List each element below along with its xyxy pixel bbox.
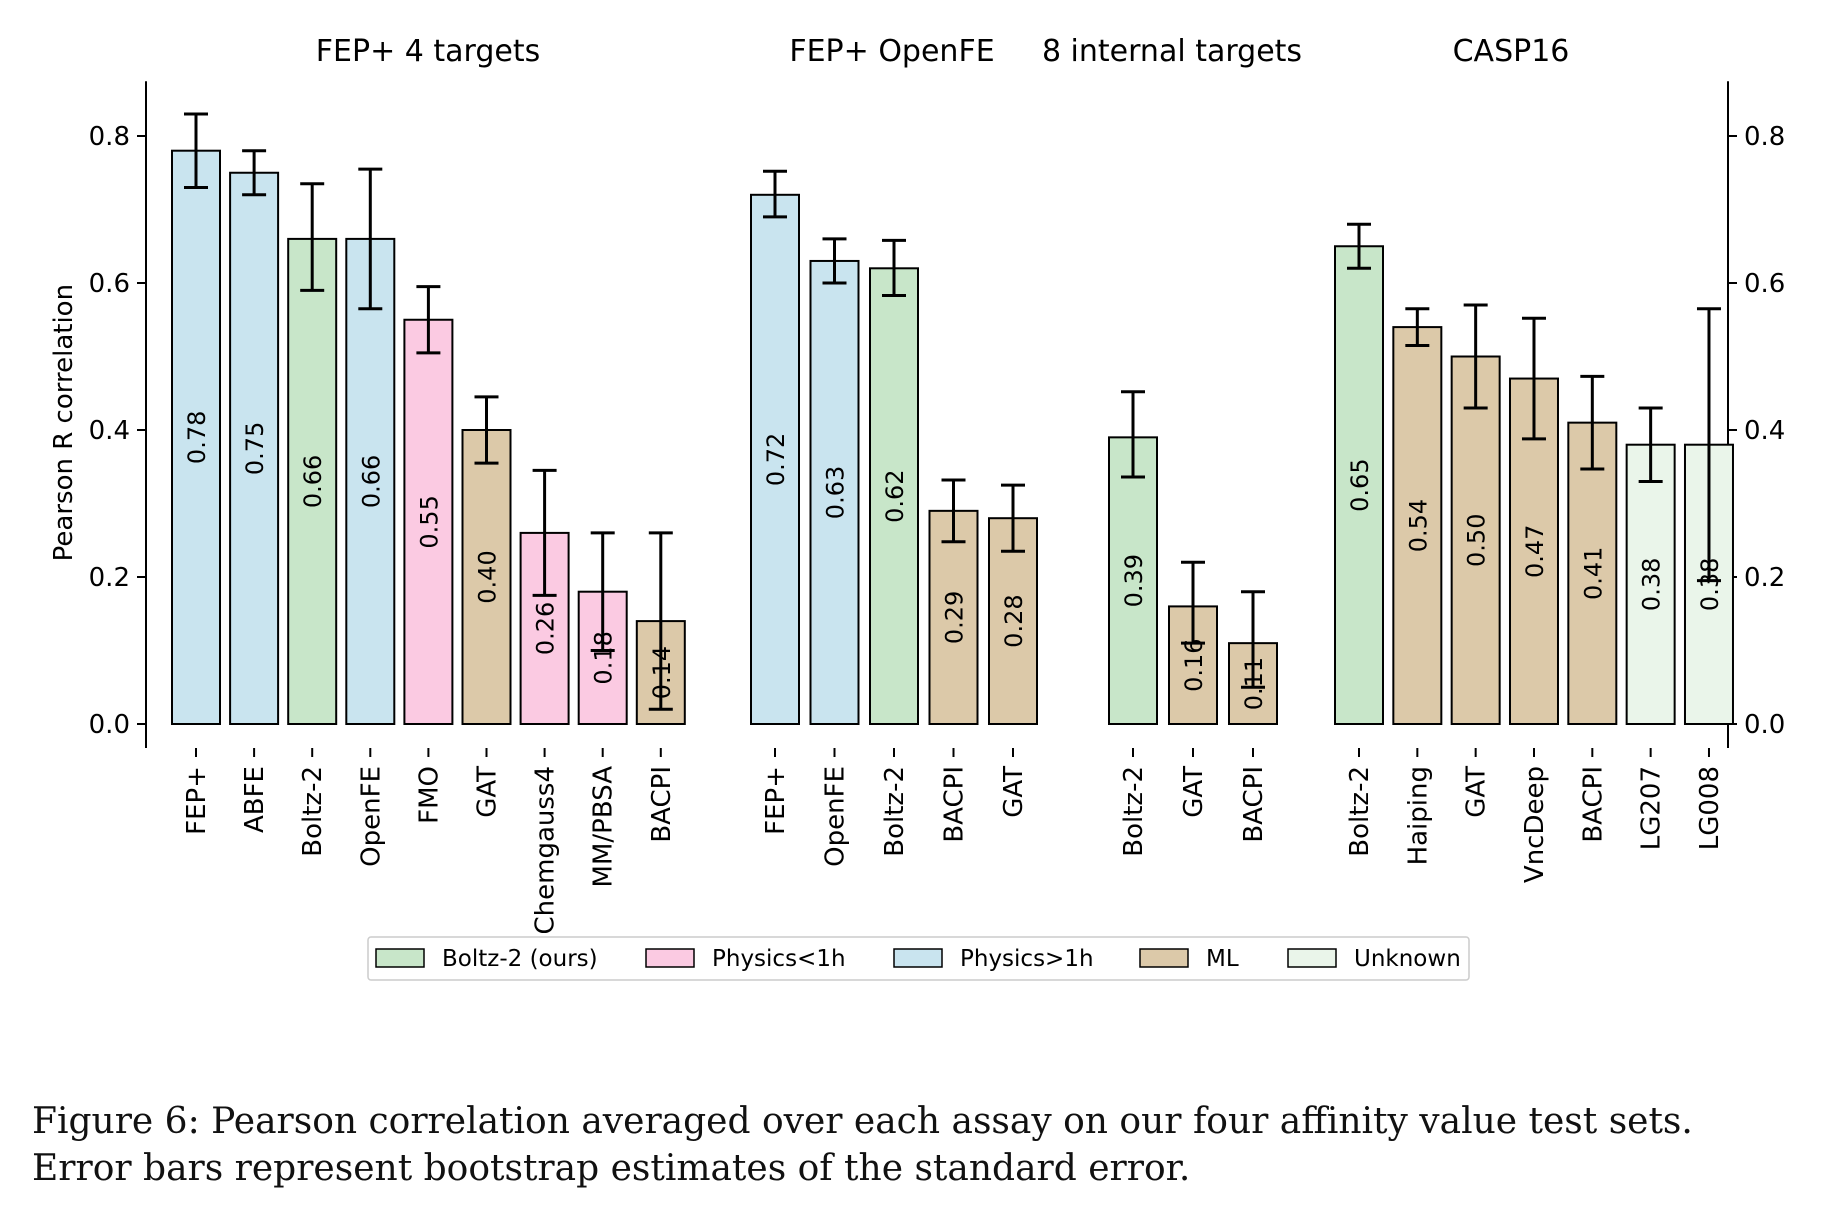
- bar-value-label: 0.78: [183, 411, 211, 464]
- bar: [809, 259, 860, 725]
- left-y-tick-label: 0.6: [89, 269, 130, 299]
- x-tick-label: FEP+: [761, 766, 791, 835]
- bar: [1108, 436, 1158, 725]
- group-title: FEP+ OpenFE: [789, 34, 994, 69]
- right-y-tick-label: 0.8: [1744, 122, 1785, 152]
- bar-value-label: 0.72: [762, 433, 790, 486]
- group-title: CASP16: [1453, 34, 1570, 69]
- bar-value-label: 0.40: [474, 550, 502, 603]
- legend-swatch: [1139, 948, 1189, 968]
- bar: [928, 509, 979, 725]
- left-y-tick-label: 0.4: [89, 416, 130, 446]
- bar-value-label: 0.26: [532, 602, 560, 655]
- bar-value-label: 0.75: [241, 422, 269, 475]
- legend-label: Unknown: [1354, 946, 1461, 972]
- group-title: FEP+ 4 targets: [316, 34, 540, 69]
- bar: [171, 149, 221, 725]
- bar-value-label: 0.65: [1346, 458, 1374, 511]
- x-tick-label: GAT: [1462, 766, 1492, 818]
- legend-label: ML: [1206, 946, 1239, 972]
- bar: [345, 237, 396, 725]
- bar: [287, 237, 338, 725]
- x-tick-label: BACPI: [1578, 766, 1608, 843]
- legend-swatch: [1287, 948, 1337, 968]
- right-y-tick-label: 0.2: [1744, 563, 1785, 593]
- y-axis-label: Pearson R correlation: [49, 284, 79, 561]
- x-tick-label: MM/PBSA: [589, 766, 619, 888]
- x-tick-label: Boltz-2: [298, 766, 328, 857]
- bars: 0.78 FEP+ 0.75 ABFE 0.66 Boltz-2 0.66 OpenFE 0.5…: [171, 112, 1734, 935]
- x-tick-label: LG008: [1695, 766, 1725, 850]
- bar-value-label: 0.39: [1120, 554, 1148, 607]
- axes: 0.0 0.0 0.2 0.2 0.4 0.4 0.6 0.6 0.8 0.8 Pearson R …: [49, 81, 1785, 748]
- x-tick-label: GAT: [999, 766, 1029, 818]
- x-tick-label: OpenFE: [821, 766, 851, 867]
- bar-value-label: 0.63: [822, 466, 850, 519]
- legend-label: Physics<1h: [712, 946, 846, 972]
- bar-value-label: 0.29: [941, 591, 969, 644]
- bar-value-label: 0.54: [1404, 499, 1432, 552]
- left-y-tick-label: 0.0: [89, 710, 130, 740]
- x-tick-label: Boltz-2: [1119, 766, 1149, 857]
- x-tick-label: OpenFE: [356, 766, 386, 867]
- bar: [869, 267, 919, 725]
- pearson-correlation-chart: 0.0 0.0 0.2 0.2 0.4 0.4 0.6 0.6 0.8 0.8 Pearson R …: [49, 34, 1785, 981]
- x-tick-label: Boltz-2: [880, 766, 910, 857]
- x-tick-label: VncDeep: [1520, 766, 1550, 883]
- bar-value-label: 0.47: [1521, 525, 1549, 578]
- group-titles: FEP+ 4 targets FEP+ OpenFE 8 internal targ…: [316, 34, 1570, 69]
- x-tick-label: LG207: [1637, 766, 1667, 850]
- x-tick-label: Haiping: [1403, 766, 1433, 865]
- x-tick-label: FMO: [414, 766, 444, 824]
- bar: [403, 318, 454, 725]
- bar-value-label: 0.38: [1638, 558, 1666, 611]
- x-tick-label: GAT: [473, 766, 503, 818]
- legend-swatch: [893, 948, 943, 968]
- right-y-tick-label: 0.4: [1744, 416, 1785, 446]
- right-y-tick-label: 0.6: [1744, 269, 1785, 299]
- bar: [461, 429, 512, 725]
- legend-label: Physics>1h: [960, 946, 1094, 972]
- left-y-tick-label: 0.2: [89, 563, 130, 593]
- bar-value-label: 0.16: [1180, 638, 1208, 691]
- bar-value-label: 0.50: [1463, 514, 1491, 567]
- bar: [1625, 443, 1676, 725]
- x-tick-label: BACPI: [647, 766, 677, 843]
- x-tick-label: Boltz-2: [1345, 766, 1375, 857]
- bar: [1392, 326, 1443, 725]
- figure-caption: Figure 6: Pearson correlation averaged o…: [32, 1101, 1693, 1189]
- bar-value-label: 0.66: [299, 455, 327, 508]
- x-tick-label: BACPI: [1239, 766, 1269, 843]
- x-tick-label: ABFE: [240, 766, 270, 833]
- left-y-tick-label: 0.8: [89, 122, 130, 152]
- x-tick-label: GAT: [1179, 766, 1209, 818]
- group-title: 8 internal targets: [1042, 34, 1302, 69]
- legend-swatch: [375, 948, 425, 968]
- bar: [1567, 421, 1618, 725]
- bar-value-label: 0.66: [357, 455, 385, 508]
- bar-value-label: 0.28: [1000, 594, 1028, 647]
- x-tick-label: BACPI: [940, 766, 970, 843]
- x-tick-label: FEP+: [182, 766, 212, 835]
- bar: [1450, 355, 1501, 725]
- legend-label: Boltz-2 (ours): [442, 946, 598, 972]
- bar: [229, 171, 280, 725]
- x-tick-label: Chemgauss4: [531, 766, 561, 935]
- bar: [750, 193, 800, 726]
- legend-swatch: [645, 948, 695, 968]
- bar-value-label: 0.55: [415, 495, 443, 548]
- legend: Boltz-2 (ours) Physics<1h Physics>1h ML Unkn…: [367, 936, 1470, 981]
- bar-value-label: 0.62: [881, 469, 909, 522]
- right-y-tick-label: 0.0: [1744, 710, 1785, 740]
- bar-value-label: 0.41: [1579, 547, 1607, 600]
